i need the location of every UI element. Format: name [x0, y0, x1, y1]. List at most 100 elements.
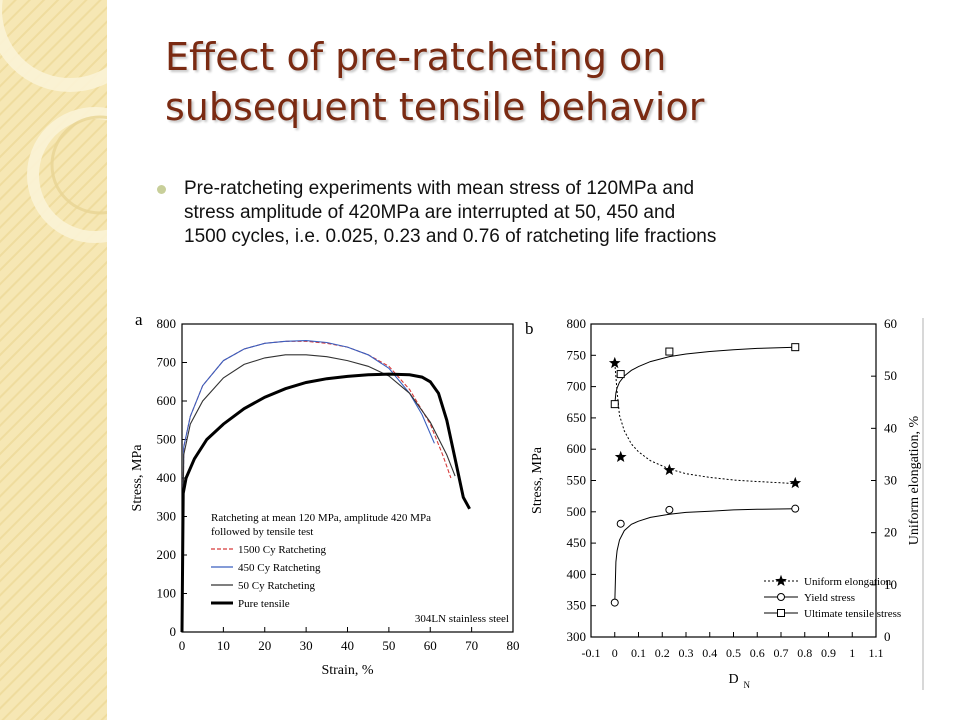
data-point-uniform-elongation	[663, 463, 676, 476]
y-axis-label: Stress, MPa	[130, 444, 145, 512]
x-tick-label: 0.4	[702, 646, 717, 660]
y-tick-label: 200	[157, 547, 177, 562]
y2-tick-label: 10	[884, 577, 897, 592]
title-line-2: subsequent tensile behavior	[165, 85, 705, 129]
plot-frame	[181, 323, 514, 633]
legend-marker	[777, 609, 785, 617]
data-point-ultimate-tensile-stress	[616, 370, 625, 379]
y-axis-label: Stress, MPa	[530, 446, 545, 514]
x-axis-label: D	[728, 672, 738, 687]
fit-curve-yield-stress	[614, 508, 796, 603]
panel-label: a	[135, 310, 143, 329]
decorative-side-band	[0, 0, 107, 720]
x-tick-label: 0.1	[631, 646, 646, 660]
y-tick-label: 600	[157, 393, 177, 408]
data-point-ultimate-tensile-stress	[610, 400, 619, 409]
x-tick-label: 1.1	[869, 646, 884, 660]
data-point-uniform-elongation	[614, 450, 627, 462]
decorative-rings	[0, 0, 107, 720]
y-tick-label: 500	[157, 432, 177, 447]
y-tick-label: 550	[567, 473, 587, 488]
y2-tick-label: 30	[884, 473, 897, 488]
legend-label: 50 Cy Ratcheting	[238, 580, 315, 592]
series-line-1500-cy-ratcheting	[181, 340, 452, 633]
y-tick-label: 800	[157, 316, 177, 331]
data-point-yield-stress	[791, 504, 800, 513]
data-point-uniform-elongation	[608, 356, 621, 369]
bullet-line-2: stress amplitude of 420MPa are interrupt…	[184, 202, 676, 223]
y-tick-label: 400	[157, 470, 177, 485]
fit-curve-uniform-elongation	[614, 363, 796, 485]
annotation-material: 304LN stainless steel	[415, 613, 509, 625]
x-tick-label: 0	[612, 646, 618, 660]
y-tick-label: 100	[157, 586, 177, 601]
y-tick-label: 450	[567, 535, 587, 550]
data-point-yield-stress	[610, 598, 619, 607]
x-tick-label: 0.9	[821, 646, 836, 660]
x-tick-label: 40	[341, 638, 354, 653]
series-line-50-cy-ratcheting	[181, 354, 456, 633]
x-tick-label: 0.8	[797, 646, 812, 660]
x-tick-label: 0.5	[726, 646, 741, 660]
x-axis-label: Strain, %	[321, 663, 373, 678]
bullet-dot	[157, 185, 166, 194]
legend-title-line-1: Ratcheting at mean 120 MPa, amplitude 42…	[211, 512, 431, 524]
legend-title-line-2: followed by tensile test	[211, 526, 313, 538]
data-point-yield-stress	[665, 505, 674, 514]
legend-marker	[777, 593, 785, 601]
legend-label: 1500 Cy Ratcheting	[238, 544, 326, 556]
chart-a-stress-strain: a0 10 20 30 40 50 60 70 800100200300400500600700…	[130, 310, 520, 678]
x-tick-label: 80	[507, 638, 520, 653]
bullet-line-3: 1500 cycles, i.e. 0.025, 0.23 and 0.76 o…	[184, 226, 717, 247]
x-tick-label: 1	[849, 646, 855, 660]
y-tick-label: 400	[567, 566, 587, 581]
x-tick-label: 60	[424, 638, 437, 653]
series-line-pure-tensile	[180, 372, 471, 633]
chart-b-properties-vs-dn: b -0.1 0 0.1 0.2 0.3 0.4 0.5 0.6 0.7 0.8 0.9 1 1.1 300…	[525, 316, 922, 690]
data-point-ultimate-tensile-stress	[791, 343, 800, 352]
legend-label: Pure tensile	[238, 598, 290, 610]
bullet-text: Pre-ratcheting experiments with mean str…	[184, 177, 934, 249]
y-tick-label: 300	[157, 509, 177, 524]
y-tick-label: 750	[567, 347, 587, 362]
y-tick-label: 650	[567, 410, 587, 425]
x-tick-label: 0.3	[679, 646, 694, 660]
legend-marker	[775, 574, 787, 586]
y-tick-label: 500	[567, 504, 587, 519]
y-tick-label: 600	[567, 441, 587, 456]
y-tick-label: 700	[567, 379, 587, 394]
x-axis-label-subscript: N	[744, 680, 751, 690]
x-tick-label: 70	[465, 638, 478, 653]
legend-label: 450 Cy Ratcheting	[238, 562, 321, 574]
x-tick-label: 0.2	[655, 646, 670, 660]
y-tick-label: 300	[567, 629, 587, 644]
legend-label: Ultimate tensile stress	[804, 608, 901, 620]
x-tick-label: 0.6	[750, 646, 765, 660]
x-tick-label: 0	[179, 638, 186, 653]
legend-label: Yield stress	[804, 592, 855, 604]
image-edge-divider	[922, 318, 924, 690]
fit-curve-ultimate-tensile-stress	[614, 346, 796, 405]
y2-tick-label: 40	[884, 420, 897, 435]
y-tick-label: 800	[567, 316, 587, 331]
y-tick-label: 0	[170, 624, 177, 639]
x-tick-label: 10	[217, 638, 230, 653]
y2-tick-label: 50	[884, 368, 897, 383]
x-tick-label: 30	[300, 638, 313, 653]
x-tick-label: 50	[382, 638, 395, 653]
series-line-450-cy-ratcheting	[181, 340, 435, 633]
slide-title: Effect of pre-ratcheting on subsequent t…	[165, 32, 925, 132]
bullet-line-1: Pre-ratcheting experiments with mean str…	[184, 178, 695, 199]
x-tick-label: 0.7	[774, 646, 789, 660]
x-tick-label: 20	[258, 638, 271, 653]
y2-tick-label: 60	[884, 316, 897, 331]
y-tick-label: 700	[157, 355, 177, 370]
data-point-yield-stress	[616, 519, 625, 528]
title-line-1: Effect of pre-ratcheting on	[165, 35, 667, 79]
panel-label: b	[525, 319, 534, 338]
data-point-uniform-elongation	[789, 476, 802, 489]
x-tick-label: -0.1	[582, 646, 601, 660]
legend-label: Uniform elongation	[804, 576, 892, 588]
y-tick-label: 350	[567, 598, 587, 613]
data-point-ultimate-tensile-stress	[665, 347, 674, 356]
